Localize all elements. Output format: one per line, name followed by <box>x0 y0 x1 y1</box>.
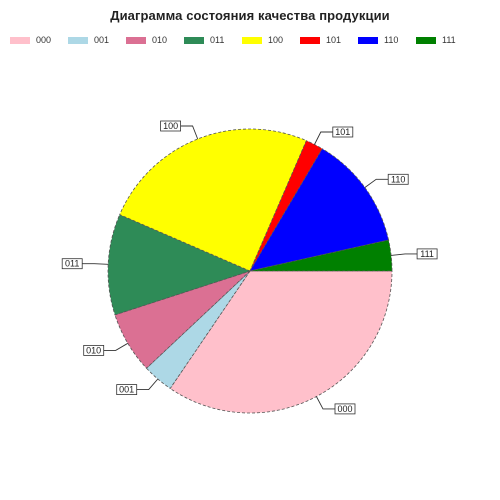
leader-line-001 <box>136 378 159 391</box>
legend-label: 000 <box>36 35 52 45</box>
slice-label-box-011 <box>61 258 83 270</box>
legend-swatch <box>416 36 436 44</box>
slice-label-111: 111 <box>420 249 434 259</box>
pie-slice-110 <box>249 148 390 272</box>
legend-item-000: 000 <box>10 33 51 47</box>
legend-label: 111 <box>442 35 456 45</box>
slice-label-box-101 <box>332 126 354 138</box>
slice-label-box-100 <box>160 120 182 132</box>
legend-swatch <box>358 36 378 44</box>
legend-item-011: 011 <box>184 33 224 47</box>
legend-swatch <box>126 36 146 44</box>
legend-label: 110 <box>384 35 399 45</box>
slice-label-000: 000 <box>337 404 352 414</box>
leader-line-110 <box>364 178 389 188</box>
slice-label-box-001 <box>116 384 138 396</box>
pie-slice-100 <box>119 128 307 272</box>
leader-line-111 <box>391 253 418 256</box>
legend-item-001: 001 <box>68 33 109 47</box>
legend-label: 011 <box>210 35 225 45</box>
slice-label-100: 100 <box>163 121 178 131</box>
legend-swatch <box>242 36 262 44</box>
leader-line-010 <box>103 342 129 351</box>
slice-label-box-111 <box>416 248 438 260</box>
slice-label-box-010 <box>83 344 105 356</box>
legend-swatch <box>10 36 30 44</box>
legend-swatch <box>184 36 204 44</box>
legend-label: 010 <box>152 35 168 45</box>
pie-slice-000 <box>169 270 393 414</box>
pie-slice-011 <box>107 214 252 316</box>
slice-label-110: 110 <box>391 174 405 184</box>
slice-label-011: 011 <box>65 259 79 269</box>
slice-label-box-110 <box>387 173 409 185</box>
legend-label: 001 <box>94 35 110 45</box>
leader-line-000 <box>316 396 335 410</box>
slice-label-101: 101 <box>335 127 350 137</box>
legend-label: 101 <box>326 35 342 45</box>
leader-line-011 <box>82 263 109 265</box>
slice-label-box-000 <box>334 403 356 415</box>
slice-label-001: 001 <box>119 385 134 395</box>
chart-title: Диаграмма состояния качества продукции <box>110 8 390 23</box>
leader-line-100 <box>180 125 199 140</box>
pie-slice-010 <box>114 270 251 369</box>
legend-swatch <box>68 36 88 44</box>
legend-item-100: 100 <box>242 33 283 47</box>
legend-item-010: 010 <box>126 33 167 47</box>
legend: 000 001 010 011 100 101 110 111 <box>10 33 500 47</box>
legend-item-110: 110 <box>358 33 398 47</box>
leader-line-101 <box>314 131 333 145</box>
legend-label: 100 <box>268 35 284 45</box>
legend-item-111: 111 <box>416 33 456 47</box>
legend-swatch <box>300 36 320 44</box>
slice-label-010: 010 <box>86 345 101 355</box>
legend-item-101: 101 <box>300 33 341 47</box>
